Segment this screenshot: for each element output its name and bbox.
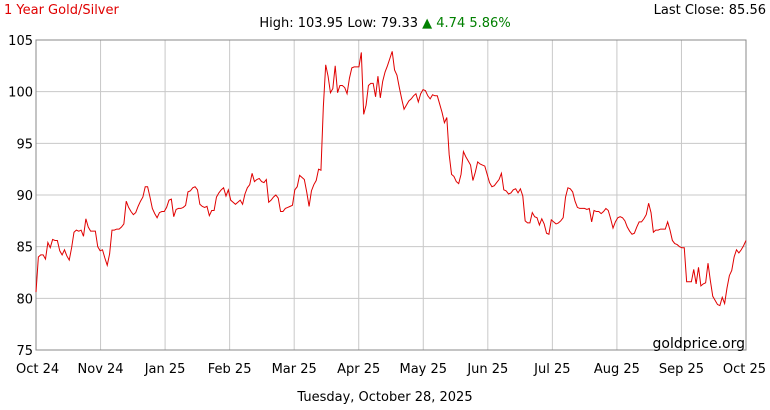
y-tick-label: 105 bbox=[8, 34, 33, 49]
high-label: High: bbox=[259, 16, 294, 31]
change-percent: 5.86% bbox=[469, 16, 511, 31]
chart-grid bbox=[35, 39, 747, 351]
chart-title: 1 Year Gold/Silver bbox=[4, 3, 119, 18]
last-close-label: Last Close: bbox=[653, 3, 725, 18]
y-tick-label: 100 bbox=[8, 86, 33, 101]
x-axis-ticks: Oct 24 Nov 24 Jan 25 Feb 25 Mar 25 Apr 25 May … bbox=[16, 362, 766, 377]
change-value: 4.74 bbox=[436, 16, 466, 31]
x-tick-label: Jan 25 bbox=[144, 362, 186, 377]
high-value: 103.95 bbox=[297, 16, 344, 31]
y-tick-label: 85 bbox=[16, 241, 33, 256]
x-tick-label: Jul 25 bbox=[533, 362, 570, 377]
x-tick-label: Sep 25 bbox=[659, 362, 704, 377]
y-tick-label: 80 bbox=[16, 292, 33, 307]
y-tick-label: 90 bbox=[16, 189, 33, 204]
last-close: Last Close: 85.56 bbox=[654, 3, 766, 18]
x-tick-label: May 25 bbox=[399, 362, 447, 377]
y-tick-label: 75 bbox=[16, 344, 33, 359]
series-line bbox=[35, 51, 747, 307]
x-tick-label: Jun 25 bbox=[466, 362, 508, 377]
low-label: Low: bbox=[347, 16, 377, 31]
change-up-arrow-icon: ▲ bbox=[422, 16, 433, 31]
x-tick-label: Oct 25 bbox=[723, 362, 766, 377]
x-tick-label: Oct 24 bbox=[16, 362, 59, 377]
x-tick-label: Apr 25 bbox=[337, 362, 380, 377]
last-close-value: 85.56 bbox=[728, 3, 766, 18]
x-tick-label: Nov 24 bbox=[78, 362, 124, 377]
low-value: 79.33 bbox=[380, 16, 418, 31]
footer-date: Tuesday, October 28, 2025 bbox=[297, 390, 473, 405]
y-tick-label: 95 bbox=[16, 137, 33, 152]
x-tick-label: Mar 25 bbox=[272, 362, 317, 377]
x-tick-label: Aug 25 bbox=[594, 362, 640, 377]
watermark: goldprice.org bbox=[653, 336, 745, 352]
x-tick-label: Feb 25 bbox=[208, 362, 252, 377]
stats-line: High: 103.95 Low: 79.33 ▲ 4.74 5.86% bbox=[0, 16, 770, 31]
y-axis-ticks: 75 80 85 90 95 100 105 bbox=[8, 34, 33, 359]
plot-frame bbox=[35, 39, 747, 351]
